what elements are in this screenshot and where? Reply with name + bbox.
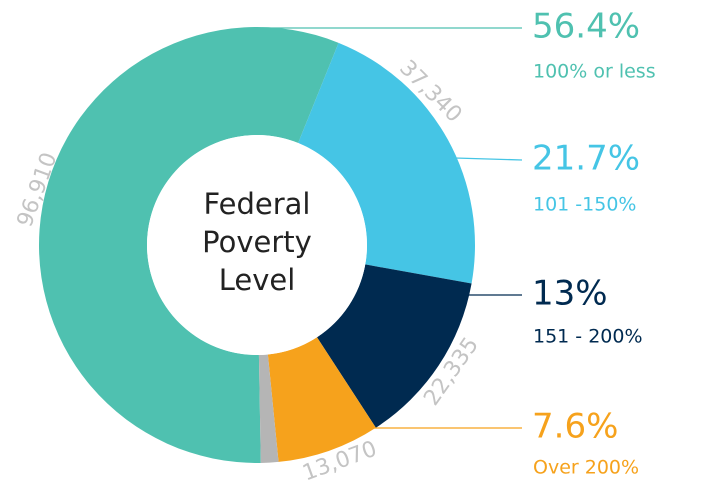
donut-segment (38, 26, 339, 463)
category-label: 101 -150% (533, 194, 636, 216)
center-label: Federal Poverty Level (202, 187, 312, 297)
percentage-label: 21.7% (532, 139, 640, 179)
donut-segment (316, 264, 472, 428)
leader-line (454, 157, 523, 161)
category-label: 100% or less (533, 61, 656, 83)
category-label: Over 200% (533, 457, 639, 479)
donut-segment (267, 337, 376, 462)
donut-hole (147, 135, 367, 355)
percentage-label: 7.6% (532, 407, 618, 447)
donut-segment (258, 354, 279, 463)
percentage-label: 13% (532, 274, 608, 314)
percentage-label: 56.4% (532, 7, 640, 47)
category-label: 151 - 200% (533, 326, 643, 348)
donut-segment (298, 42, 476, 284)
